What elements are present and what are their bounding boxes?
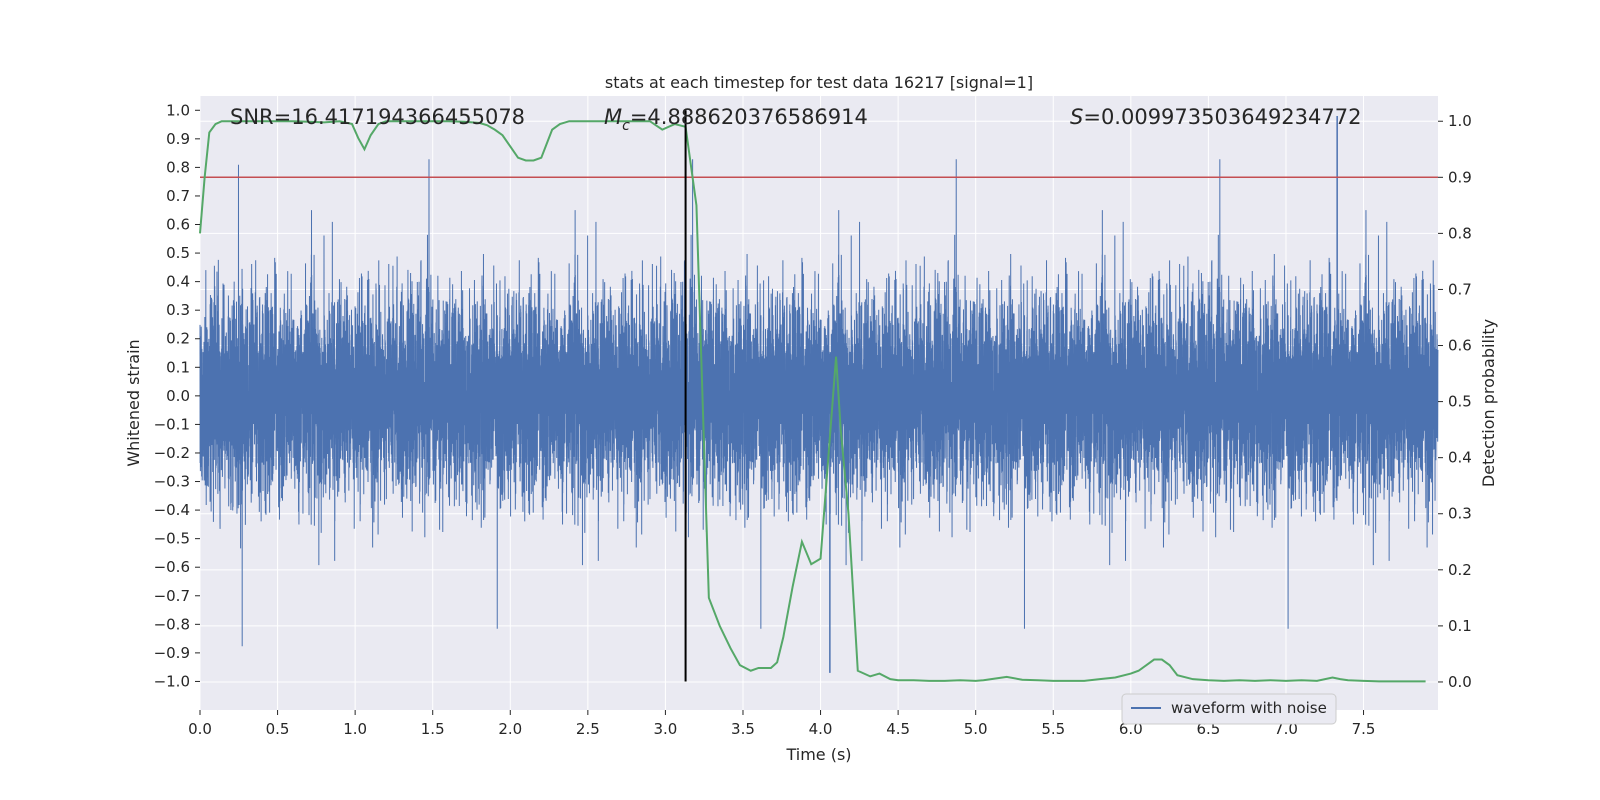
left-tick-label: 0.6: [166, 216, 190, 234]
x-tick-label: 3.0: [653, 720, 677, 738]
left-tick-label: 0.3: [166, 301, 190, 319]
x-tick-label: 1.0: [343, 720, 367, 738]
right-axis-ticks: 0.0 0.1 0.2 0.3 0.4 0.5 0.6 0.7 0.8 0.9 1.0: [1438, 112, 1472, 691]
x-tick-label: 5.5: [1041, 720, 1065, 738]
chirp-mass-value: =4.888620376586914: [630, 105, 868, 129]
right-tick-label: 0.8: [1448, 224, 1472, 242]
left-tick-label: 0.0: [166, 387, 190, 405]
x-tick-label: 7.5: [1352, 720, 1376, 738]
left-tick-label: −0.5: [154, 530, 190, 548]
waveform-line: [199, 159, 1439, 647]
chart-title: stats at each timestep for test data 162…: [605, 73, 1033, 92]
right-tick-label: 0.0: [1448, 673, 1472, 691]
x-tick-label: 1.5: [421, 720, 445, 738]
left-tick-label: 0.1: [166, 358, 190, 376]
left-tick-label: −0.9: [154, 644, 190, 662]
right-tick-label: 0.7: [1448, 280, 1472, 298]
right-tick-label: 0.5: [1448, 393, 1472, 411]
left-tick-label: −1.0: [154, 672, 190, 690]
s-annotation: S=0.009973503649234772: [1070, 105, 1361, 129]
left-tick-label: 0.8: [166, 158, 190, 176]
left-tick-label: 0.4: [166, 273, 190, 291]
right-tick-label: 1.0: [1448, 112, 1472, 130]
x-tick-label: 3.5: [731, 720, 755, 738]
s-value: =0.009973503649234772: [1083, 105, 1361, 129]
right-tick-label: 0.2: [1448, 561, 1472, 579]
left-tick-label: −0.3: [154, 473, 190, 491]
probability-line: [199, 120, 1426, 683]
right-tick-label: 0.3: [1448, 505, 1472, 523]
left-tick-label: −0.1: [154, 415, 190, 433]
left-tick-label: −0.7: [154, 587, 190, 605]
left-tick-label: 0.9: [166, 130, 190, 148]
x-tick-label: 0.0: [188, 720, 212, 738]
chirp-mass-symbol: M: [604, 105, 622, 129]
s-symbol: S: [1070, 105, 1083, 129]
right-axis-label: Detection probability: [1479, 319, 1498, 487]
left-axis-label: Whitened strain: [124, 339, 143, 466]
left-tick-label: 1.0: [166, 101, 190, 119]
x-tick-label: 4.5: [886, 720, 910, 738]
legend-box: [1121, 693, 1337, 725]
left-tick-label: −0.6: [154, 558, 190, 576]
x-tick-label: 4.0: [809, 720, 833, 738]
left-tick-label: −0.4: [154, 501, 190, 519]
right-tick-label: 0.1: [1448, 617, 1472, 635]
x-tick-label: 0.5: [266, 720, 290, 738]
left-tick-label: 0.7: [166, 187, 190, 205]
left-tick-label: −0.2: [154, 444, 190, 462]
chirp-mass-annotation: Mc=4.888620376586914: [604, 105, 868, 134]
right-tick-label: 0.6: [1448, 337, 1472, 355]
x-tick-label: 2.5: [576, 720, 600, 738]
x-axis-label: Time (s): [785, 745, 851, 764]
x-axis-ticks: 0.0 0.5 1.0 1.5 2.0 2.5 3.0 3.5 4.0 4.5 5.0 5.5 6.0 6…: [188, 710, 1375, 738]
x-tick-label: 5.0: [964, 720, 988, 738]
left-axis-ticks: −1.0 −0.9 −0.8 −0.7 −0.6 −0.5 −0.4 −0.3 −0.2 −0.1…: [154, 101, 200, 690]
right-tick-label: 0.9: [1448, 168, 1472, 186]
legend: waveform with noise: [1121, 693, 1337, 725]
legend-label: waveform with noise: [1171, 699, 1327, 717]
x-tick-label: 2.0: [498, 720, 522, 738]
snr-annotation: SNR=16.417194366455078: [230, 105, 525, 129]
left-tick-label: 0.2: [166, 330, 190, 348]
left-tick-label: 0.5: [166, 244, 190, 262]
right-tick-label: 0.4: [1448, 449, 1472, 467]
left-tick-label: −0.8: [154, 615, 190, 633]
probability-series: [199, 120, 1426, 683]
chirp-mass-subscript: c: [622, 118, 630, 134]
